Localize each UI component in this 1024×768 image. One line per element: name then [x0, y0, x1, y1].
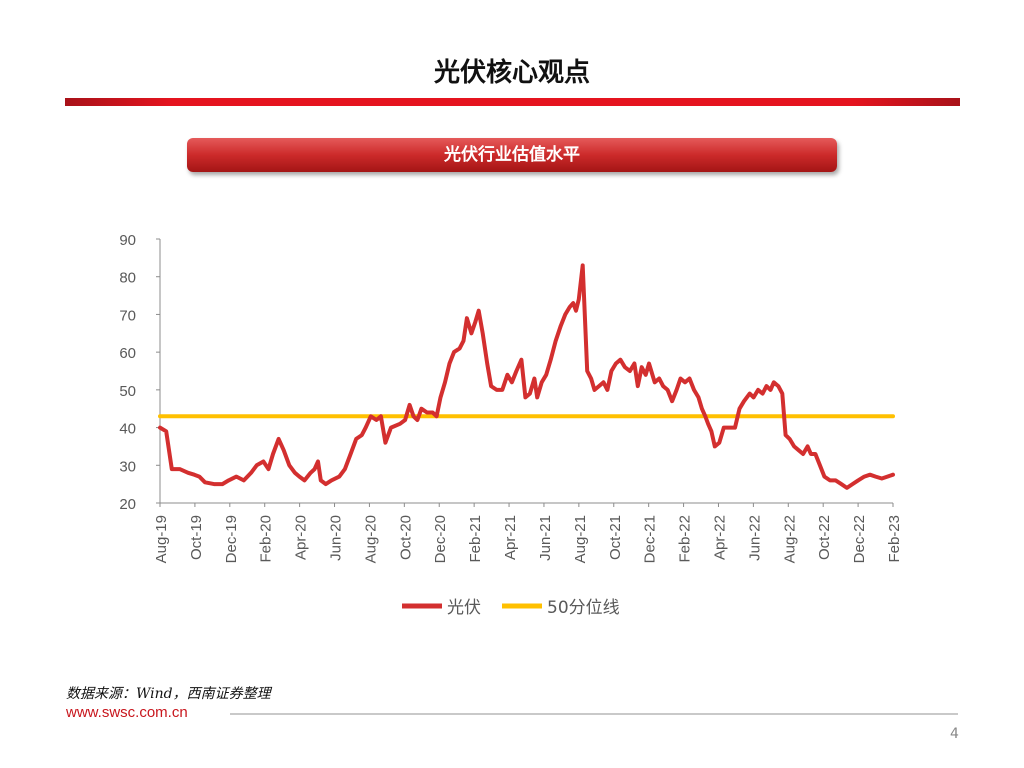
series-line-pv [158, 263, 895, 490]
x-axis: Aug-19 Oct-19 Dec-19 Feb-20 Apr-20 Jun-20 Aug-… [153, 502, 903, 563]
x-tick-label: Aug-22 [781, 515, 798, 563]
website-link[interactable]: www.swsc.com.cn [66, 704, 188, 721]
y-tick-label: 20 [119, 496, 136, 513]
x-tick-label: Oct-22 [816, 515, 833, 560]
x-tick-label: Aug-19 [153, 515, 170, 563]
page-number: 4 [950, 726, 959, 742]
x-tick-label: Apr-21 [502, 515, 519, 560]
x-tick-label: Dec-20 [432, 515, 449, 563]
y-tick-label: 50 [119, 383, 136, 400]
x-tick-label: Dec-21 [642, 515, 659, 563]
x-tick-label: Feb-23 [886, 515, 903, 563]
x-tick-label: Jun-21 [537, 515, 554, 561]
x-tick-label: Apr-20 [293, 515, 310, 560]
data-source-note: 数据来源：Wind，西南证券整理 [66, 686, 271, 702]
chart-banner: 光伏行业估值水平 [187, 138, 837, 172]
y-tick-label: 70 [119, 307, 136, 324]
plot-area [158, 263, 895, 490]
x-tick-label: Jun-22 [746, 515, 763, 561]
x-tick-label: Jun-20 [328, 515, 345, 561]
x-tick-label: Apr-22 [711, 515, 728, 560]
valuation-line-chart: 20 30 40 50 60 70 80 90 Aug-19 Oct-19 Dec-19 Feb-2… [119, 232, 903, 618]
y-tick-label: 80 [119, 270, 136, 287]
x-tick-label: Feb-22 [677, 515, 694, 563]
x-tick-label: Feb-21 [467, 515, 484, 563]
footer-divider [230, 713, 958, 715]
page-title: 光伏核心观点 [433, 58, 590, 88]
x-tick-label: Aug-20 [362, 515, 379, 563]
legend-item-pv-label: 光伏 [447, 598, 481, 618]
title-underline-bar [65, 98, 960, 106]
x-tick-label: Oct-20 [397, 515, 414, 560]
x-tick-label: Aug-21 [572, 515, 589, 563]
legend-item-median-label: 50分位线 [547, 598, 620, 618]
x-tick-label: Feb-20 [258, 515, 275, 563]
y-tick-label: 90 [119, 232, 136, 249]
y-axis: 20 30 40 50 60 70 80 90 [119, 232, 161, 513]
x-tick-label: Dec-19 [223, 515, 240, 563]
y-tick-label: 30 [119, 458, 136, 475]
y-tick-label: 40 [119, 421, 136, 438]
x-tick-label: Oct-21 [607, 515, 624, 560]
x-tick-label: Dec-22 [851, 515, 868, 563]
y-tick-label: 60 [119, 345, 136, 362]
x-tick-label: Oct-19 [188, 515, 205, 560]
chart-legend: 光伏 50分位线 [402, 598, 620, 618]
